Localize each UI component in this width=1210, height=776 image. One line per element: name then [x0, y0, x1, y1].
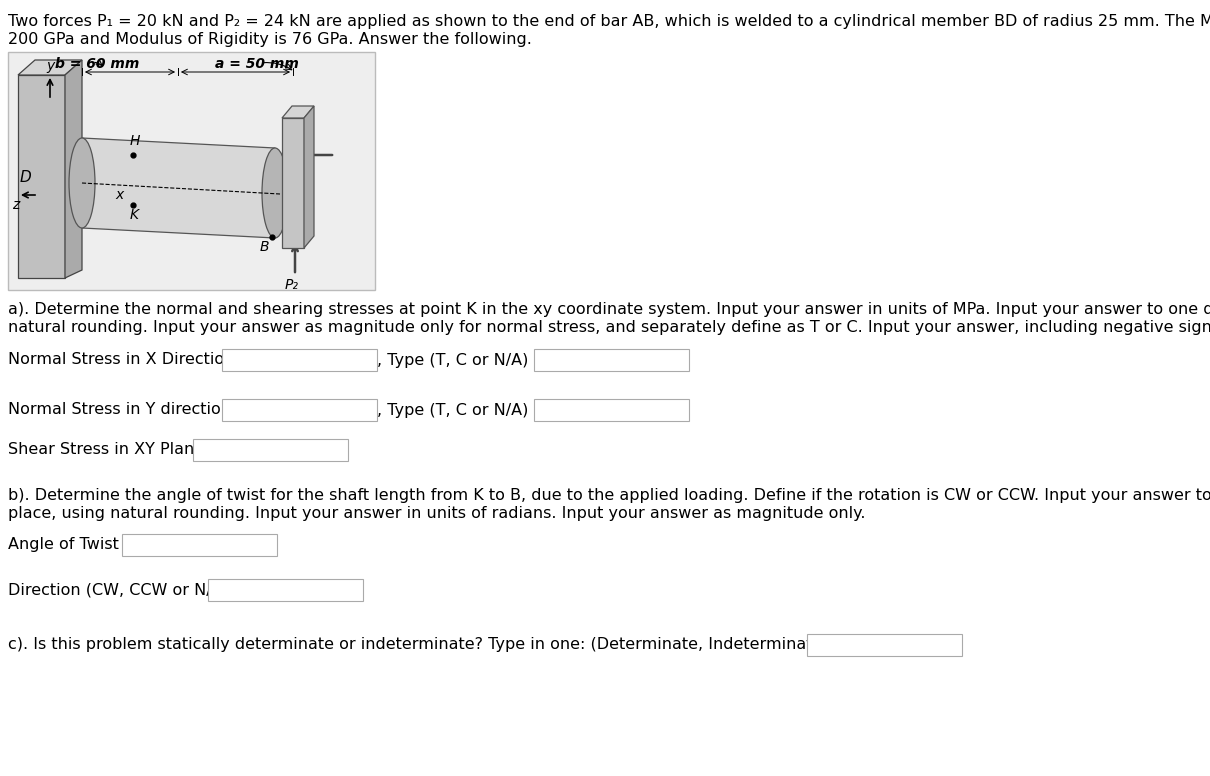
Text: b). Determine the angle of twist for the shaft length from K to B, due to the ap: b). Determine the angle of twist for the…: [8, 488, 1210, 503]
Bar: [221, 349, 376, 371]
Text: a). Determine the normal and shearing stresses at point K in the xy coordinate s: a). Determine the normal and shearing st…: [8, 302, 1210, 317]
Text: a = 50 mm: a = 50 mm: [215, 57, 299, 71]
Bar: [194, 439, 348, 461]
Text: D: D: [21, 171, 31, 185]
Text: P₂: P₂: [286, 278, 299, 292]
Text: z: z: [12, 198, 19, 212]
Bar: [8, 52, 375, 290]
Polygon shape: [82, 138, 275, 238]
Polygon shape: [65, 60, 82, 278]
Text: natural rounding. Input your answer as magnitude only for normal stress, and sep: natural rounding. Input your answer as m…: [8, 320, 1210, 335]
Polygon shape: [18, 60, 82, 75]
Text: c). Is this problem statically determinate or indeterminate? Type in one: (Deter: c). Is this problem statically determina…: [8, 638, 908, 653]
Ellipse shape: [69, 138, 96, 228]
Polygon shape: [304, 106, 315, 248]
Bar: [208, 579, 363, 601]
Text: Normal Stress in X Direction =: Normal Stress in X Direction =: [8, 352, 253, 368]
Text: P₁: P₁: [300, 146, 315, 160]
Polygon shape: [282, 118, 304, 248]
Text: , Type (T, C or N/A) =: , Type (T, C or N/A) =: [376, 403, 547, 417]
Bar: [807, 634, 962, 656]
Text: H: H: [129, 134, 140, 148]
Text: Shear Stress in XY Plane =: Shear Stress in XY Plane =: [8, 442, 223, 458]
Text: Normal Stress in Y direction =: Normal Stress in Y direction =: [8, 403, 249, 417]
Ellipse shape: [263, 148, 288, 238]
Text: y: y: [46, 59, 54, 73]
Text: place, using natural rounding. Input your answer in units of radians. Input your: place, using natural rounding. Input you…: [8, 506, 865, 521]
Bar: [221, 399, 376, 421]
Text: Two forces P₁ = 20 kN and P₂ = 24 kN are applied as shown to the end of bar AB, : Two forces P₁ = 20 kN and P₂ = 24 kN are…: [8, 14, 1210, 29]
Bar: [122, 534, 277, 556]
Text: 200 GPa and Modulus of Rigidity is 76 GPa. Answer the following.: 200 GPa and Modulus of Rigidity is 76 GP…: [8, 32, 532, 47]
Text: K: K: [129, 208, 139, 222]
Bar: [534, 349, 688, 371]
Text: x: x: [115, 188, 123, 202]
Text: b = 60 mm: b = 60 mm: [54, 57, 139, 71]
Text: Angle of Twist =: Angle of Twist =: [8, 538, 138, 553]
Polygon shape: [282, 106, 315, 118]
Polygon shape: [18, 75, 65, 278]
Text: B: B: [260, 240, 270, 254]
Text: , Type (T, C or N/A) =: , Type (T, C or N/A) =: [376, 352, 547, 368]
Text: Direction (CW, CCW or N/A) =: Direction (CW, CCW or N/A) =: [8, 583, 248, 598]
Bar: [534, 399, 688, 421]
Text: A: A: [282, 146, 292, 160]
